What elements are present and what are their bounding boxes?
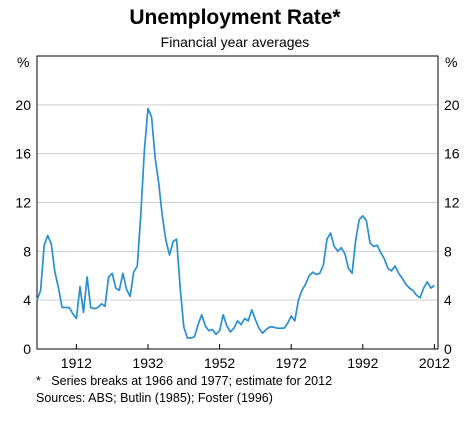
series-break-text: Series breaks at 1966 and 1977; estimate…: [51, 374, 333, 388]
y-tick-label-left: 16: [15, 146, 31, 162]
y-tick-label-left: 12: [15, 195, 31, 211]
sources-note: Sources: ABS; Butlin (1985); Foster (199…: [36, 391, 273, 405]
series-line: [36, 107, 435, 339]
y-tick-labels-left: 0 4 8 12 16 20: [15, 97, 31, 357]
x-tick-label: 1972: [276, 355, 307, 371]
y-tick-labels-right: 0 4 8 12 16 20: [444, 97, 460, 357]
y-tick-label-left: 20: [15, 97, 31, 113]
chart-subtitle: Financial year averages: [160, 34, 310, 50]
y-tick-label-right: 8: [444, 243, 452, 259]
x-tick-label: 1952: [204, 355, 235, 371]
y-tick-label-right: 4: [444, 292, 452, 308]
y-tick-label-left: 0: [23, 341, 31, 357]
y-tick-label-right: 12: [444, 195, 460, 211]
y-tick-label-left: 8: [23, 243, 31, 259]
x-tick-label: 1932: [132, 355, 163, 371]
x-tick-label: 1912: [61, 355, 92, 371]
y-tick-label-right: 20: [444, 97, 460, 113]
y-axis-unit-left: %: [17, 54, 29, 70]
y-tick-label-left: 4: [23, 292, 31, 308]
x-tick-labels: 1912 1932 1952 1972 1992 2012: [61, 355, 450, 371]
y-tick-label-right: 16: [444, 146, 460, 162]
series-break-note: * Series breaks at 1966 and 1977; estima…: [36, 374, 332, 388]
plot-frame: [36, 55, 439, 350]
y-tick-label-right: 0: [444, 341, 452, 357]
x-tick-label: 2012: [419, 355, 450, 371]
x-tick-label: 1992: [347, 355, 378, 371]
chart-title: Unemployment Rate*: [129, 6, 341, 29]
footnote-star: *: [36, 374, 41, 388]
y-axis-unit-right: %: [445, 54, 457, 70]
gridlines: [37, 104, 438, 301]
x-tick-marks: [75, 344, 435, 349]
